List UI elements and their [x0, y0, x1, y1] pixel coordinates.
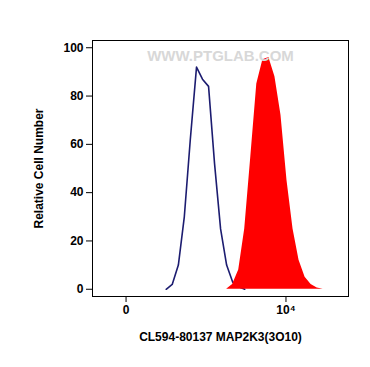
svg-text:40: 40 — [70, 185, 84, 199]
svg-text:0: 0 — [77, 282, 84, 296]
svg-text:100: 100 — [63, 41, 83, 55]
svg-text:10⁴: 10⁴ — [276, 303, 295, 317]
svg-text:CL594-80137 MAP2K3(3O10): CL594-80137 MAP2K3(3O10) — [139, 330, 302, 344]
svg-text:WWW.PTGLAB.COM: WWW.PTGLAB.COM — [147, 47, 294, 64]
svg-text:Relative Cell Number: Relative Cell Number — [32, 108, 46, 228]
svg-text:20: 20 — [70, 234, 84, 248]
svg-text:80: 80 — [70, 89, 84, 103]
svg-text:0: 0 — [123, 303, 130, 317]
svg-text:60: 60 — [70, 137, 84, 151]
